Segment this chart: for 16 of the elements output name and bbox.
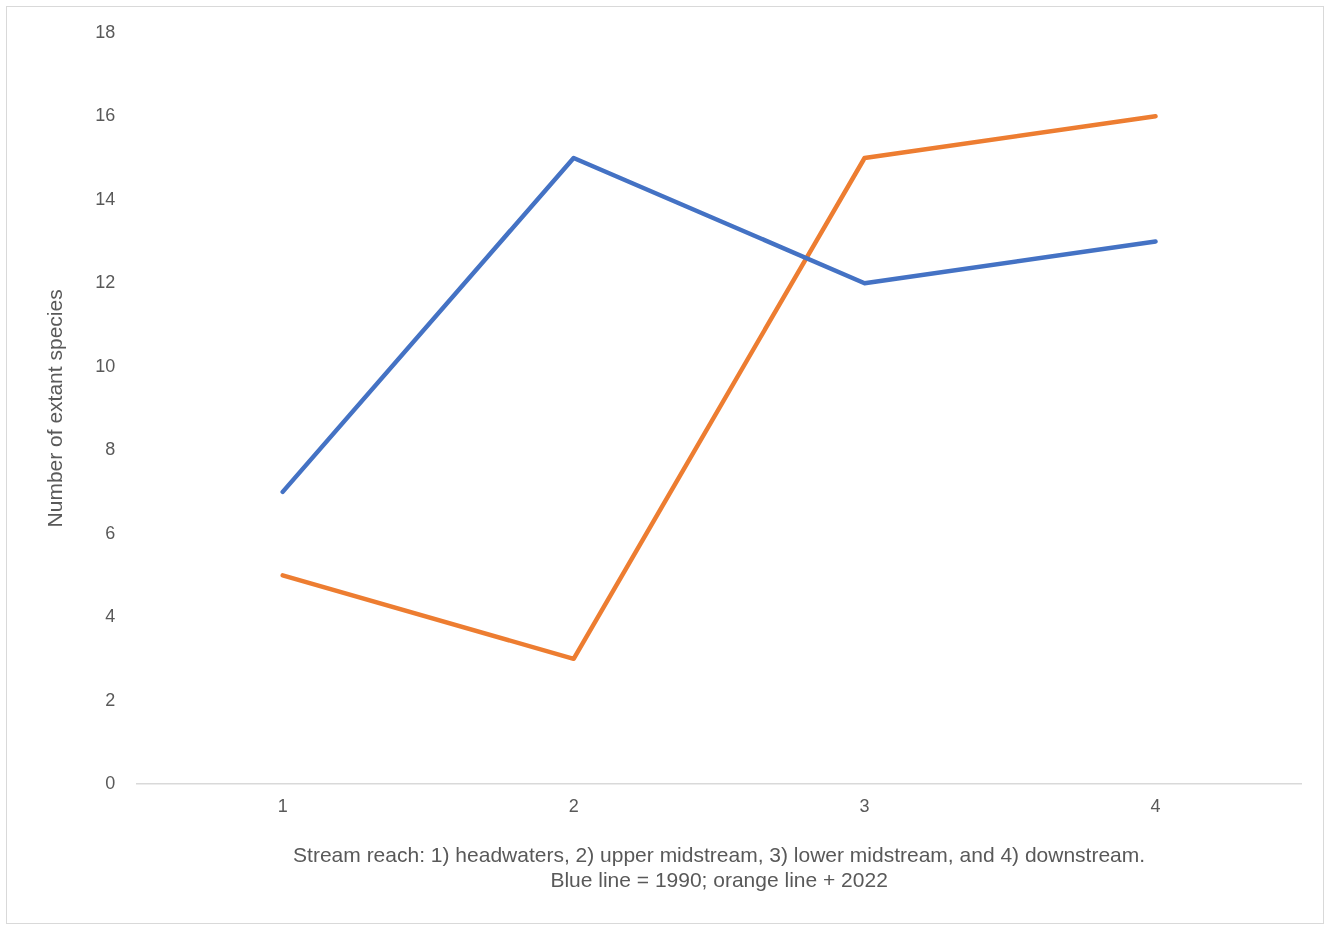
y-tick-label: 14	[95, 188, 116, 209]
y-tick-label: 18	[95, 21, 116, 42]
y-tick-label: 0	[105, 772, 116, 793]
y-tick-label: 4	[105, 606, 116, 627]
y-tick-label: 6	[105, 522, 116, 543]
x-tick-label: 4	[1150, 795, 1161, 816]
x-tick-label: 3	[859, 795, 870, 816]
y-tick-label: 16	[95, 105, 116, 126]
y-tick-label: 12	[95, 272, 116, 293]
x-axis-title: Stream reach: 1) headwaters, 2) upper midstream, 3) lower midstream, and 4) downstream. Blue line = 1990; orange line + 2022	[293, 843, 1146, 892]
y-axis-title: Number of extant species	[43, 289, 67, 528]
x-tick-label: 2	[568, 795, 579, 816]
y-tick-label: 10	[95, 355, 116, 376]
x-tick-label: 1	[277, 795, 288, 816]
y-tick-label: 8	[105, 439, 116, 460]
y-tick-label: 2	[105, 689, 116, 710]
